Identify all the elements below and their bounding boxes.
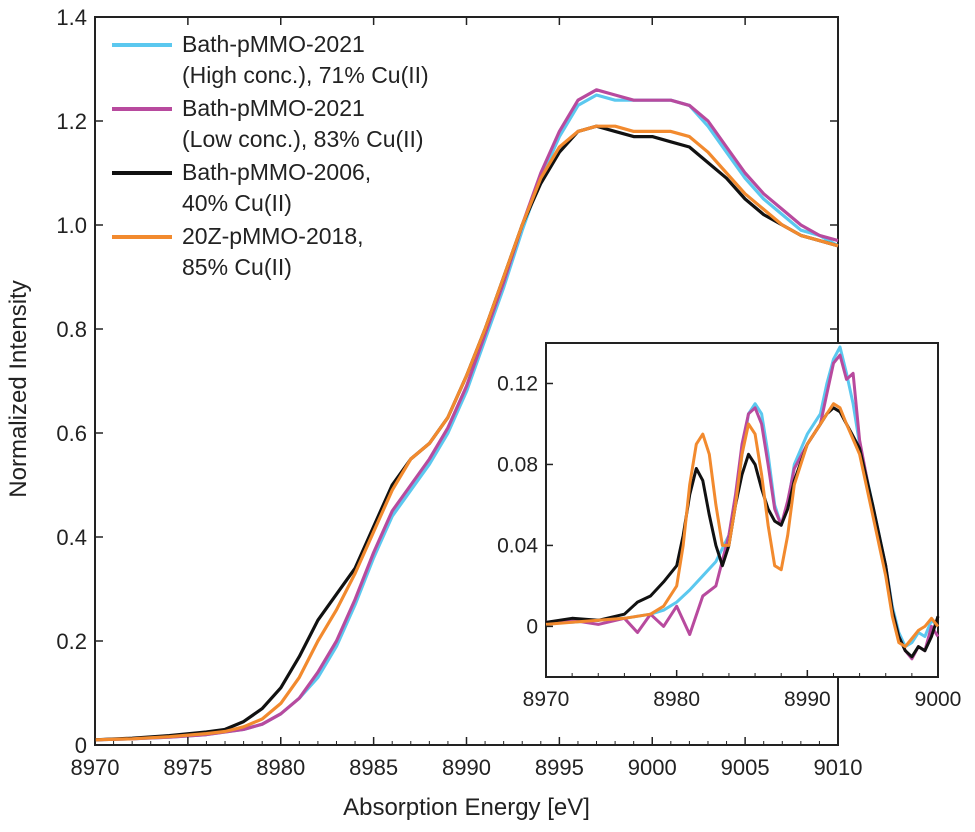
inset-y-tick-label-0-08: 0.08 <box>497 453 538 476</box>
x-tick-label-8990: 8990 <box>442 755 491 780</box>
inset-series-line-4 <box>545 402 940 649</box>
inset-plot-frame <box>545 342 939 678</box>
x-tick-label-8995: 8995 <box>535 755 584 780</box>
x-tick-label-8975: 8975 <box>163 755 212 780</box>
legend-label-3-line-1: Bath-pMMO-2006, <box>182 159 371 185</box>
x-axis-title: Absorption Energy [eV] <box>343 794 590 821</box>
y-tick-label-1-0: 1.0 <box>56 213 87 238</box>
y-tick-label-0-2: 0.2 <box>56 629 87 654</box>
x-tick-label-8970: 8970 <box>71 755 120 780</box>
inset-y-tick-label-0: 0 <box>526 615 538 638</box>
y-tick-label-0-8: 0.8 <box>56 317 87 342</box>
main-plot: 8970 8975 8980 8985 8990 8995 9000 9005 9010 0 0.2… <box>5 5 862 821</box>
inset-x-tick-label-8990: 8990 <box>784 688 831 711</box>
legend-label-1-line-1: Bath-pMMO-2021 <box>182 31 365 57</box>
inset-x-tick-label-9000: 9000 <box>915 688 962 711</box>
x-tick-label-9005: 9005 <box>721 755 770 780</box>
y-tick-label-1-2: 1.2 <box>56 109 87 134</box>
main-series-line-4 <box>94 124 839 742</box>
legend-label-4-line-2: 85% Cu(II) <box>182 254 292 280</box>
main-series-line-2 <box>94 88 839 742</box>
y-tick-label-0: 0 <box>75 733 87 758</box>
x-tick-label-9000: 9000 <box>628 755 677 780</box>
legend-label-4-line-1: 20Z-pMMO-2018, <box>182 223 364 249</box>
y-axis-title: Normalized Intensity <box>5 280 32 497</box>
inset-y-tick-label-0-12: 0.12 <box>497 372 538 395</box>
legend-label-2-line-2: (Low conc.), 83% Cu(II) <box>182 126 424 152</box>
x-tick-label-8980: 8980 <box>256 755 305 780</box>
legend-label-1-line-2: (High conc.), 71% Cu(II) <box>182 62 429 88</box>
legend-label-2-line-1: Bath-pMMO-2021 <box>182 95 365 121</box>
y-tick-label-0-4: 0.4 <box>56 525 87 550</box>
y-tick-label-1-4: 1.4 <box>56 5 87 30</box>
inset-y-tick-label-0-04: 0.04 <box>497 534 538 557</box>
x-tick-label-8985: 8985 <box>349 755 398 780</box>
inset-x-tick-label-8970: 8970 <box>523 688 570 711</box>
x-tick-label-9010: 9010 <box>814 755 863 780</box>
inset-x-tick-label-8980: 8980 <box>653 688 700 711</box>
inset-plot: 8970 8980 8990 9000 0 0.04 0.08 0.12 <box>497 342 962 711</box>
y-tick-label-0-6: 0.6 <box>56 421 87 446</box>
legend: Bath-pMMO-2021 (High conc.), 71% Cu(II) Ba… <box>112 31 429 280</box>
legend-label-3-line-2: 40% Cu(II) <box>182 190 292 216</box>
